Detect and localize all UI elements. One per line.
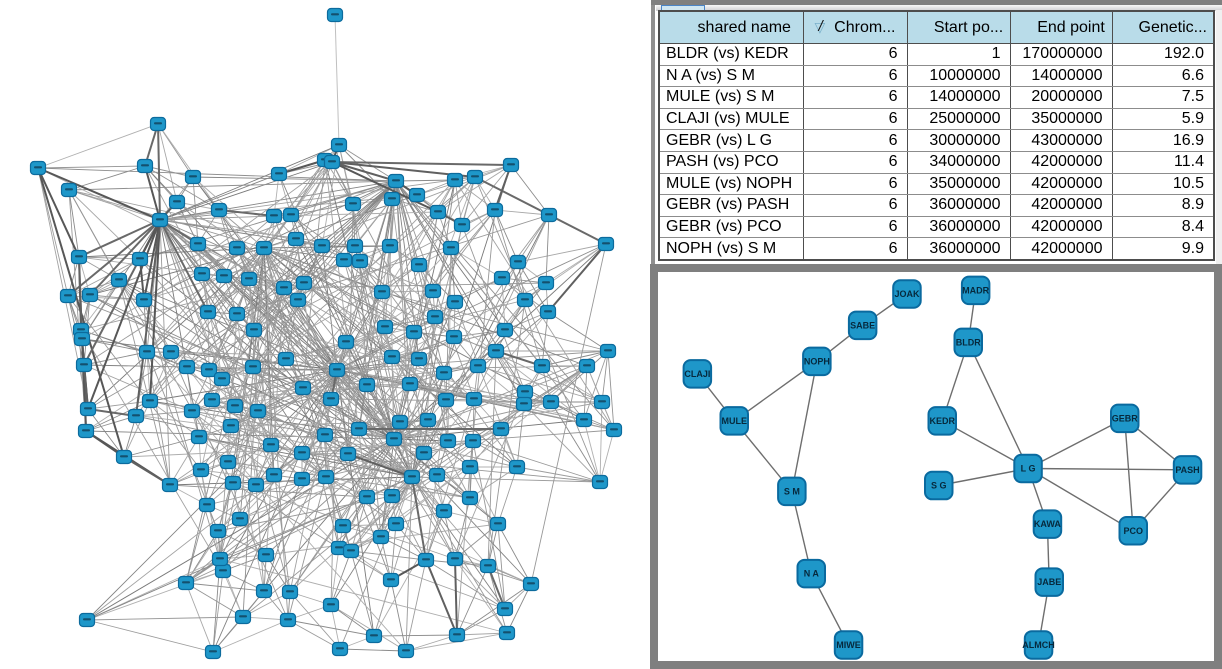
svg-text:N A: N A [804,569,820,579]
svg-text:BLDR: BLDR [956,337,981,347]
svg-text:PASH: PASH [1175,465,1199,475]
svg-text:JABE: JABE [1037,577,1061,587]
svg-text:CLAJI: CLAJI [684,369,710,379]
svg-text:MIWE: MIWE [836,640,861,650]
svg-text:MULE: MULE [722,416,748,426]
svg-text:S M: S M [784,486,800,496]
svg-text:PCO: PCO [1123,526,1143,536]
svg-text:SABE: SABE [850,320,875,330]
svg-text:KEDR: KEDR [930,416,956,426]
svg-text:MADR: MADR [962,285,989,295]
svg-text:S G: S G [931,481,947,491]
svg-text:NOPH: NOPH [804,356,830,366]
svg-text:GEBR: GEBR [1112,413,1139,423]
svg-text:KAWA: KAWA [1034,519,1062,529]
svg-text:JOAK: JOAK [894,289,920,299]
svg-text:L G: L G [1021,464,1036,474]
svg-text:ALMCH: ALMCH [1022,640,1055,650]
